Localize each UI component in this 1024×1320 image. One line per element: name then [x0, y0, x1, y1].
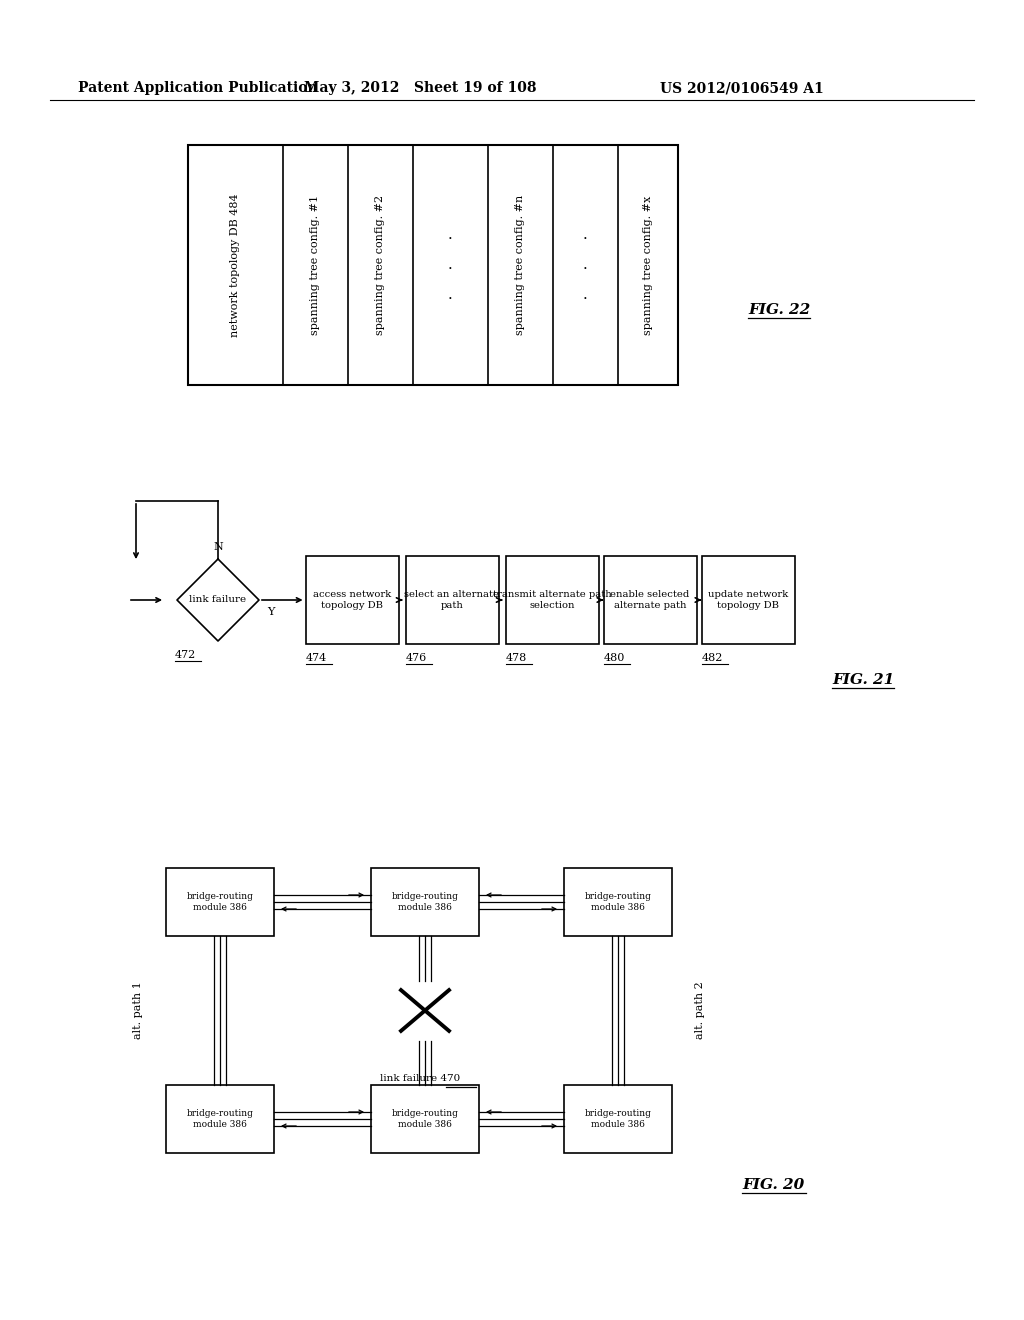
Text: May 3, 2012   Sheet 19 of 108: May 3, 2012 Sheet 19 of 108	[304, 81, 537, 95]
Bar	[506, 556, 598, 644]
Text: 472: 472	[175, 649, 197, 660]
Text: 474: 474	[305, 653, 327, 663]
Bar	[701, 556, 795, 644]
Text: spanning tree config. #1: spanning tree config. #1	[310, 195, 319, 335]
Bar	[166, 869, 274, 936]
Text: N: N	[213, 543, 223, 552]
Bar	[564, 1085, 672, 1152]
Text: FIG. 22: FIG. 22	[748, 304, 810, 317]
Text: bridge-routing
module 386: bridge-routing module 386	[391, 892, 459, 912]
Text: 476: 476	[406, 653, 427, 663]
Text: link failure 470: link failure 470	[380, 1074, 460, 1082]
Text: bridge-routing
module 386: bridge-routing module 386	[585, 892, 651, 912]
Text: 482: 482	[701, 653, 723, 663]
Text: 480: 480	[603, 653, 625, 663]
Text: alt. path 1: alt. path 1	[133, 982, 143, 1039]
Bar	[371, 1085, 479, 1152]
Text: bridge-routing
module 386: bridge-routing module 386	[585, 1109, 651, 1129]
Bar	[406, 556, 499, 644]
Text: .: .	[447, 288, 453, 302]
Bar	[603, 556, 696, 644]
Text: bridge-routing
module 386: bridge-routing module 386	[186, 1109, 253, 1129]
Text: select an alternate
path: select an alternate path	[404, 590, 500, 610]
Text: .: .	[447, 228, 453, 242]
Text: enable selected
alternate path: enable selected alternate path	[610, 590, 689, 610]
Text: bridge-routing
module 386: bridge-routing module 386	[391, 1109, 459, 1129]
Bar	[166, 1085, 274, 1152]
Bar	[371, 869, 479, 936]
Text: transmit alternate path
selection: transmit alternate path selection	[493, 590, 611, 610]
Text: bridge-routing
module 386: bridge-routing module 386	[186, 892, 253, 912]
Text: spanning tree config. #x: spanning tree config. #x	[643, 195, 653, 335]
Bar	[305, 556, 398, 644]
Bar	[564, 869, 672, 936]
Text: .: .	[583, 288, 588, 302]
Text: 478: 478	[506, 653, 526, 663]
Text: spanning tree config. #2: spanning tree config. #2	[375, 195, 385, 335]
Text: FIG. 20: FIG. 20	[742, 1177, 804, 1192]
Text: network topology DB 484: network topology DB 484	[230, 193, 240, 337]
Text: Patent Application Publication: Patent Application Publication	[78, 81, 317, 95]
Text: .: .	[583, 228, 588, 242]
Text: spanning tree config. #n: spanning tree config. #n	[515, 195, 525, 335]
Text: link failure: link failure	[189, 595, 247, 605]
Bar	[188, 145, 678, 385]
Text: FIG. 21: FIG. 21	[831, 673, 894, 686]
Text: US 2012/0106549 A1: US 2012/0106549 A1	[660, 81, 823, 95]
Text: Y: Y	[267, 607, 274, 616]
Text: alt. path 2: alt. path 2	[695, 982, 705, 1039]
Text: update network
topology DB: update network topology DB	[708, 590, 788, 610]
Text: .: .	[447, 257, 453, 272]
Text: access network
topology DB: access network topology DB	[313, 590, 391, 610]
Text: .: .	[583, 257, 588, 272]
